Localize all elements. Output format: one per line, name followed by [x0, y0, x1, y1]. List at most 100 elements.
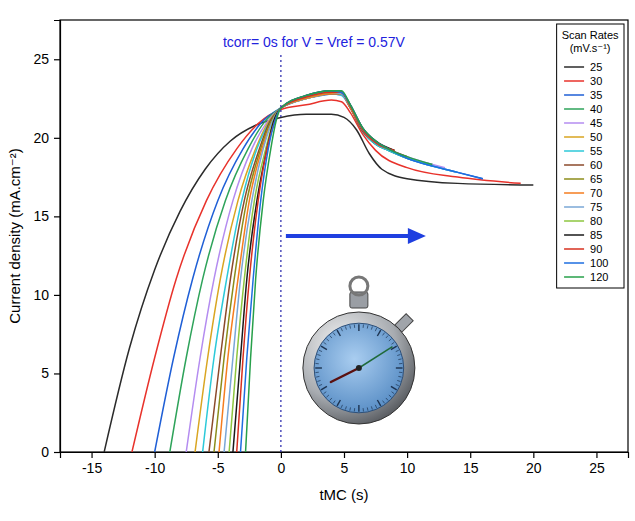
stopwatch-tick [367, 325, 369, 328]
y-tick-mark [54, 295, 60, 296]
legend-entry: 40 [564, 103, 602, 115]
stopwatch [303, 277, 415, 424]
series-line [240, 91, 482, 452]
legend-swatch [564, 178, 584, 180]
stopwatch-tick [315, 372, 318, 373]
stopwatch-tick [319, 384, 322, 385]
stopwatch-tick [399, 372, 402, 373]
legend-label: 45 [590, 117, 602, 129]
stopwatch-tick [337, 330, 340, 336]
legend-entry: 90 [564, 243, 602, 255]
stopwatch-tick [396, 367, 403, 368]
stopwatch-tick [317, 355, 320, 356]
plot-area [104, 54, 533, 452]
stopwatch-tick [316, 376, 319, 378]
stopwatch-tick [398, 376, 401, 378]
stopwatch-tick [349, 325, 351, 328]
y-tick-label: 25 [33, 51, 49, 67]
x-tick-label: -5 [212, 460, 225, 476]
legend-label: 75 [590, 201, 602, 213]
y-axis-line [54, 21, 61, 453]
legend-label: 100 [590, 257, 608, 269]
y-tick-mark [54, 373, 60, 374]
legend-entry: 85 [564, 229, 602, 241]
legend-entry: 30 [564, 75, 602, 87]
y-tick-label: 5 [41, 365, 49, 381]
y-tick: 5 [41, 365, 60, 381]
stopwatch-tick [396, 384, 399, 385]
series-line [186, 94, 445, 452]
y-axis-title: Current density (mA.cm⁻²) [6, 148, 23, 323]
stopwatch-tick [337, 400, 340, 406]
stopwatch-tick [324, 342, 327, 344]
legend-entry: 80 [564, 215, 602, 227]
stopwatch-tick [333, 401, 335, 404]
legend-label: 60 [590, 159, 602, 171]
legend-entry: 65 [564, 173, 602, 185]
legend-title: Scan Rates(mV.s⁻¹) [562, 29, 619, 54]
stopwatch-tick [321, 346, 327, 349]
stopwatch-tick [371, 326, 372, 329]
x-tick-label: -10 [145, 460, 165, 476]
legend-swatch [564, 122, 584, 124]
legend-entries: 2530354045505560657075808590100120 [564, 61, 608, 283]
y-tick-mark [54, 59, 60, 60]
y-axis: 0510152025 [33, 21, 60, 460]
legend-title-line: Scan Rates [562, 29, 619, 41]
legend-swatch [564, 164, 584, 166]
legend-title-line: (mV.s⁻¹) [570, 42, 611, 54]
stopwatch-tick [371, 406, 372, 409]
legend-label: 80 [590, 215, 602, 227]
x-tick: 10 [400, 452, 416, 476]
stopwatch-tick [358, 405, 359, 412]
stopwatch-tick [358, 324, 359, 331]
legend-swatch [564, 136, 584, 138]
stopwatch-tick [377, 330, 380, 336]
legend-label: 120 [590, 271, 608, 283]
stopwatch-tick [349, 407, 351, 410]
stopwatch-pin [356, 365, 362, 371]
stopwatch-tick [392, 342, 395, 344]
legend-swatch [564, 94, 584, 96]
stopwatch-tick [319, 350, 322, 351]
stopwatch-tick [397, 380, 400, 381]
stopwatch-tick [354, 325, 355, 328]
stopwatch-tick [315, 367, 322, 368]
legend-entry: 25 [564, 61, 602, 73]
x-tick: 25 [589, 452, 605, 476]
legend-entry: 120 [564, 271, 608, 283]
legend-content: Scan Rates(mV.s⁻¹)2530354045505560657075… [562, 29, 619, 283]
legend-label: 30 [590, 75, 602, 87]
y-tick: 0 [41, 444, 60, 460]
legend-label: 85 [590, 229, 602, 241]
stopwatch-hand [359, 347, 393, 368]
stopwatch-tick [341, 328, 342, 331]
legend-entry: 35 [564, 89, 602, 101]
x-tick: -10 [145, 452, 165, 476]
y-tick: 15 [33, 208, 60, 224]
legend-label: 70 [590, 187, 602, 199]
x-tick-label: 15 [463, 460, 479, 476]
x-tick-mark [533, 452, 534, 458]
chart-root: -15-10-505101520250510152025tMC (s)Curre… [6, 20, 629, 503]
legend-entry: 50 [564, 131, 602, 143]
stopwatch-tick [389, 395, 391, 397]
legend-swatch [564, 262, 584, 264]
x-axis-line [61, 453, 629, 459]
stopwatch-ticks [315, 324, 402, 411]
stopwatch-loop [350, 277, 368, 295]
x-tick: 0 [277, 452, 285, 476]
stopwatch-case [303, 312, 415, 424]
legend-label: 35 [590, 89, 602, 101]
reference-line [280, 54, 281, 452]
stopwatch-tick [316, 358, 319, 360]
legend-entry: 70 [564, 187, 602, 199]
stopwatch-tick [392, 392, 395, 394]
stopwatch-face [314, 323, 404, 413]
stopwatch-tick [375, 405, 376, 408]
arrow [286, 228, 426, 244]
series-line [132, 100, 521, 452]
x-tick-label: 10 [400, 460, 416, 476]
x-tick: -5 [212, 452, 225, 476]
chart-svg: -15-10-505101520250510152025tMC (s)Curre… [0, 0, 635, 521]
